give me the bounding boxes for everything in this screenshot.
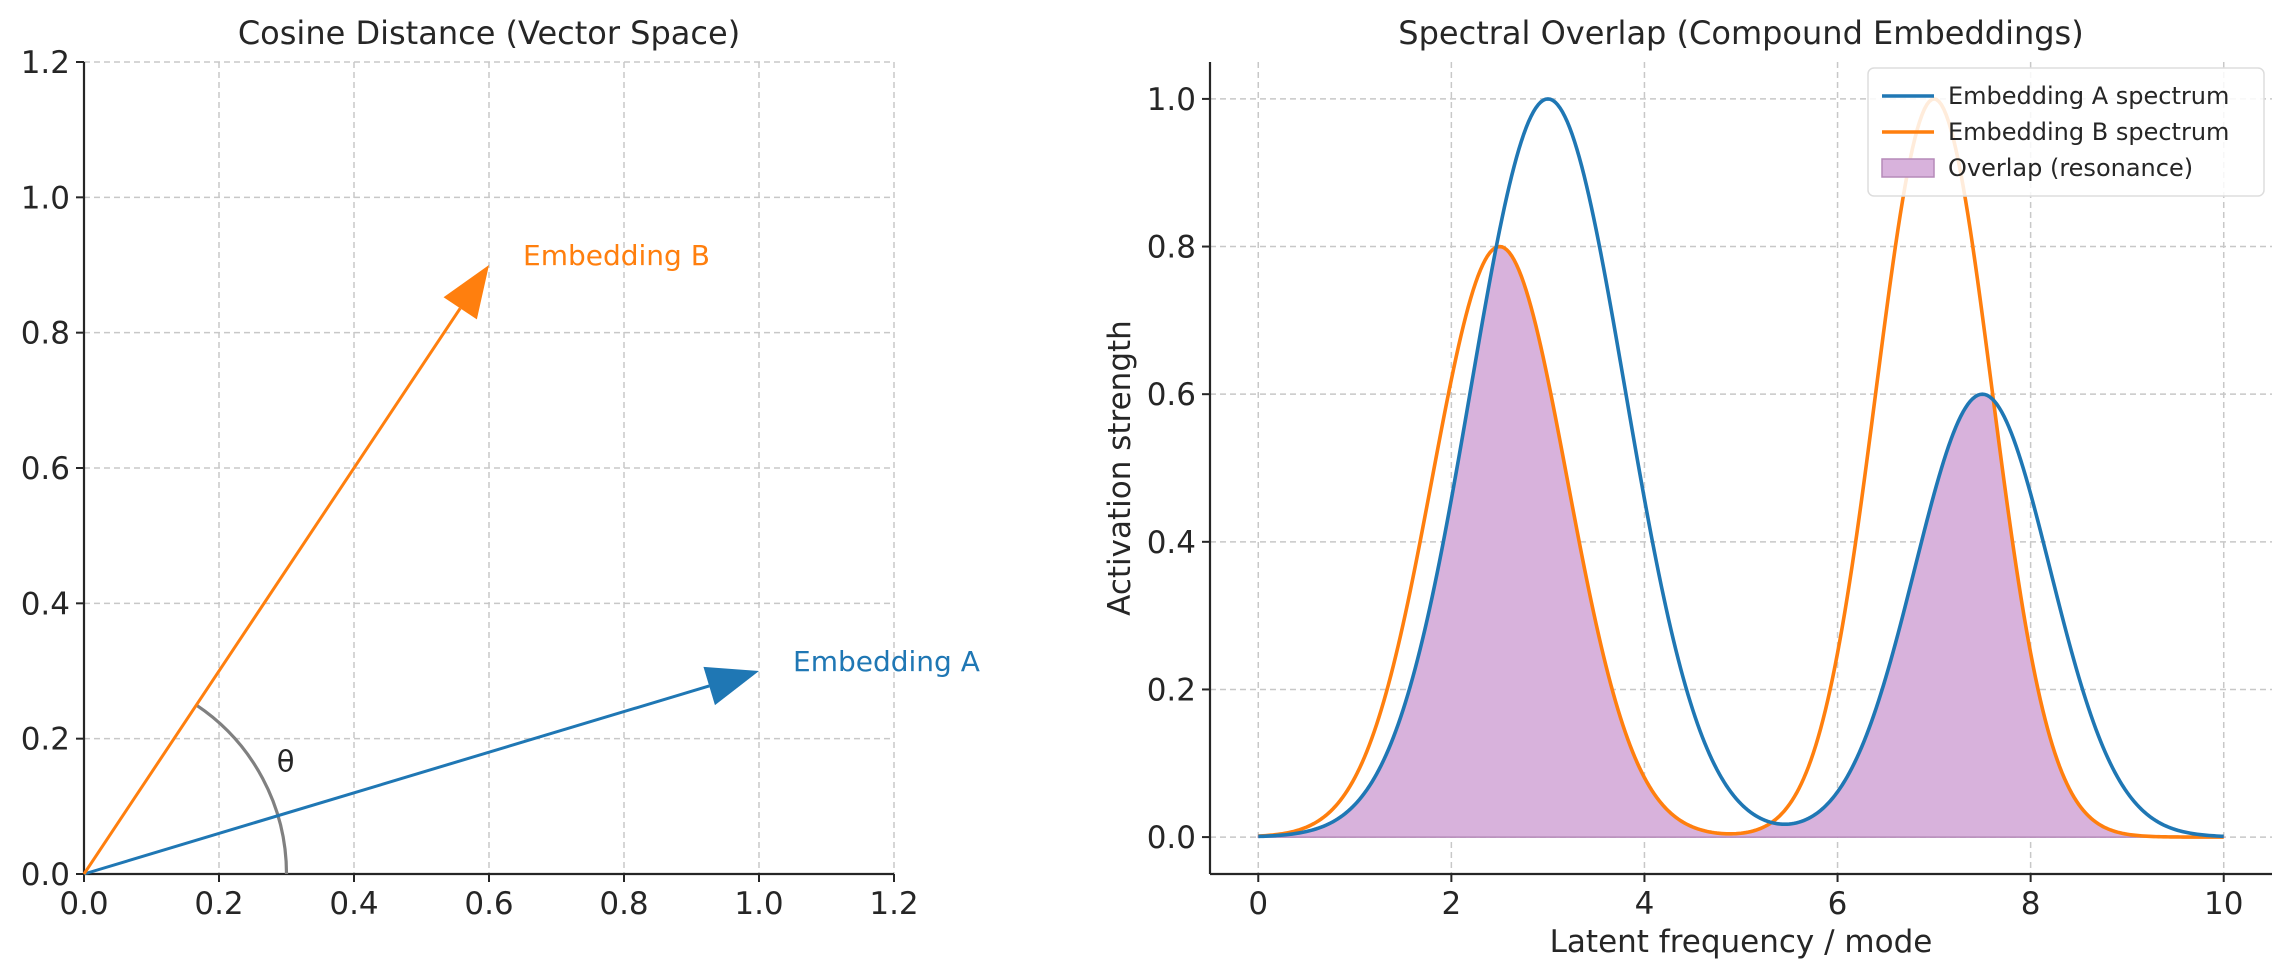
y-tick-label: 0.4	[21, 586, 70, 622]
x-tick-label: 8	[2021, 886, 2041, 922]
x-tick-label: 6	[1828, 886, 1848, 922]
y-tick-label: 1.2	[21, 45, 70, 81]
cosine-distance-chart: Cosine Distance (Vector Space) 0.0 0.2 0.4…	[21, 14, 980, 922]
y-tick-label: 0.6	[21, 451, 70, 487]
y-tick-label: 0.8	[1147, 230, 1196, 266]
spectral-overlap-chart: Spectral Overlap (Compound Embeddings) 0…	[1102, 14, 2272, 960]
vector-arrowhead	[703, 666, 759, 706]
x-tick-label: 2	[1441, 886, 1461, 922]
y-tick-label: 1.0	[1147, 82, 1196, 118]
chart-title: Spectral Overlap (Compound Embeddings)	[1398, 14, 2083, 52]
x-tick-label: 0.6	[464, 886, 513, 922]
x-tick-label: 0.8	[599, 886, 648, 922]
series-lines	[1258, 97, 2224, 839]
y-tick-label: 0.4	[1147, 525, 1196, 561]
vectors: θ Embedding A Embedding B	[82, 239, 980, 876]
y-tick-label: 0.0	[21, 857, 70, 893]
y-tick-label: 0.2	[21, 722, 70, 758]
vector-shaft	[83, 684, 710, 876]
vector-label: Embedding A	[793, 645, 980, 678]
vector-shaft	[82, 307, 462, 875]
y-tick-label: 0.0	[1147, 820, 1196, 856]
legend-label: Embedding B spectrum	[1948, 118, 2229, 146]
y-tick-label: 0.2	[1147, 672, 1196, 708]
x-axis-label: Latent frequency / mode	[1550, 924, 1933, 960]
angle-arc	[195, 703, 289, 875]
angle-label: θ	[277, 745, 295, 779]
x-tick-label: 4	[1635, 886, 1655, 922]
x-tick-labels: 0 2 4 6 8 10	[1248, 886, 2243, 922]
legend-swatch	[1881, 158, 1935, 178]
x-tick-label: 0	[1248, 886, 1268, 922]
x-tick-label: 0.2	[194, 886, 243, 922]
series-line	[1258, 97, 2224, 839]
axes	[1202, 62, 2272, 882]
chart-title: Cosine Distance (Vector Space)	[238, 14, 740, 52]
x-tick-labels: 0.0 0.2 0.4 0.6 0.8 1.0 1.2	[59, 886, 918, 922]
y-tick-label: 1.0	[21, 180, 70, 216]
y-tick-labels: 0.0 0.2 0.4 0.6 0.8 1.0 1.2	[21, 45, 70, 893]
x-tick-label: 1.2	[869, 886, 918, 922]
x-tick-label: 1.0	[734, 886, 783, 922]
legend-box	[1867, 67, 2265, 197]
vector-arrowhead	[443, 265, 489, 320]
series-line	[1258, 97, 2224, 839]
x-tick-label: 0.4	[329, 886, 378, 922]
vector-label: Embedding B	[523, 239, 710, 272]
y-tick-labels: 0.0 0.2 0.4 0.6 0.8 1.0	[1147, 82, 1196, 856]
legend-label: Embedding A spectrum	[1948, 82, 2229, 110]
legend-label: Overlap (resonance)	[1948, 154, 2193, 182]
y-axis-label: Activation strength	[1102, 320, 1138, 616]
y-tick-label: 0.6	[1147, 377, 1196, 413]
y-tick-label: 0.8	[21, 316, 70, 352]
x-tick-label: 0.0	[59, 886, 108, 922]
axes	[76, 61, 895, 882]
legend: Embedding A spectrum Embedding B spectrum…	[1867, 67, 2265, 197]
x-tick-label: 10	[2204, 886, 2243, 922]
